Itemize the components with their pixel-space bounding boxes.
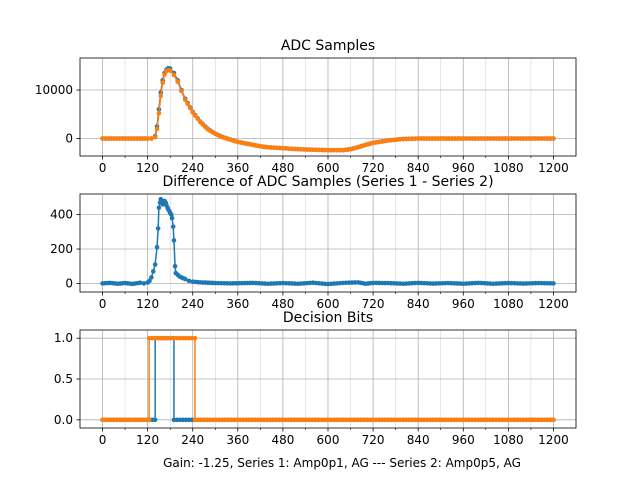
x-tick-label: 360: [226, 161, 249, 175]
chart-title: Difference of ADC Samples (Series 1 - Se…: [162, 174, 493, 190]
x-tick-label: 240: [181, 161, 204, 175]
x-tick-label: 360: [226, 297, 249, 311]
y-tick-label: 10000: [35, 83, 73, 97]
series-1-point: [171, 238, 177, 243]
x-tick-label: 840: [407, 297, 430, 311]
series-2-point: [185, 101, 191, 107]
y-tick-label: 0.5: [54, 372, 73, 386]
x-tick-label: 1200: [538, 297, 569, 311]
x-tick-label: 720: [362, 161, 385, 175]
series-2-point: [192, 113, 198, 118]
series-1-point: [150, 269, 156, 274]
y-tick-label: 1.0: [54, 331, 73, 345]
series-2-point: [175, 79, 180, 85]
series-1-point: [141, 281, 147, 286]
series-1-point: [152, 417, 158, 423]
y-tick-label: 0: [65, 132, 73, 146]
series-2-point: [156, 111, 162, 116]
series-1-point: [172, 263, 178, 269]
x-tick-label: 0: [99, 297, 107, 311]
x-tick-label: 360: [226, 433, 249, 447]
series-2-point: [152, 134, 158, 140]
x-tick-label: 480: [271, 161, 294, 175]
x-tick-label: 960: [452, 161, 475, 175]
series-2-point: [154, 126, 160, 132]
x-tick-label: 0: [99, 161, 107, 175]
figure-footer: Gain: -1.25, Series 1: Amp0p1, AG --- Se…: [163, 456, 521, 470]
x-tick-label: 840: [407, 161, 430, 175]
series-2-point: [195, 116, 201, 122]
chart-panel-1: 0 120 240 360 480 600 720 840 960 1080 1200 0 10000 A…: [35, 38, 577, 175]
x-tick-label: 600: [317, 161, 340, 175]
y-tick-label: 0.0: [54, 413, 73, 427]
chart-panel-3: 0 120 240 360 480 600 720 840 960 1080 1200 0.0 0.5 1…: [54, 310, 577, 447]
series-1-point: [155, 226, 161, 231]
series-1-point: [169, 212, 174, 217]
series-2-point: [179, 88, 184, 94]
series-2-point: [551, 417, 556, 423]
series-2-point: [171, 72, 177, 78]
series-2-point: [145, 136, 150, 141]
x-tick-label: 1080: [493, 433, 524, 447]
x-tick-label: 960: [452, 297, 475, 311]
series-1-point: [152, 262, 158, 267]
series-1-point: [156, 205, 162, 211]
series-2-point: [551, 136, 556, 141]
series-2-point: [187, 105, 193, 111]
y-tick-label: 400: [50, 208, 73, 222]
x-tick-label: 0: [99, 433, 107, 447]
x-tick-label: 480: [271, 297, 294, 311]
y-tick-label: 200: [50, 242, 73, 256]
series-2-point: [158, 93, 164, 99]
x-tick-label: 1080: [493, 297, 524, 311]
series-2-point: [149, 136, 154, 141]
series-1-point: [147, 278, 152, 284]
x-tick-label: 600: [317, 297, 340, 311]
y-tick-label: 0: [65, 276, 73, 290]
x-tick-label: 960: [452, 433, 475, 447]
x-tick-label: 480: [271, 433, 294, 447]
series-2-point: [146, 417, 152, 423]
x-tick-label: 120: [136, 433, 159, 447]
series-2-point: [160, 80, 165, 86]
series-2-point: [192, 335, 198, 341]
x-tick-label: 1080: [493, 161, 524, 175]
x-tick-label: 1200: [538, 433, 569, 447]
series-1-point: [154, 245, 160, 250]
series-1-point: [170, 224, 176, 229]
series-1-point: [149, 275, 154, 280]
chart-title: Decision Bits: [283, 310, 373, 326]
x-tick-label: 120: [136, 161, 159, 175]
x-tick-label: 120: [136, 297, 159, 311]
x-tick-label: 1200: [538, 161, 569, 175]
series-1-point: [182, 276, 188, 282]
x-tick-label: 240: [181, 297, 204, 311]
chart-panel-2: 0 120 240 360 480 600 720 840 960 1080 1200 0 200 400…: [50, 174, 577, 311]
series-2-point: [162, 72, 167, 77]
x-tick-label: 600: [317, 433, 340, 447]
x-tick-label: 720: [362, 433, 385, 447]
x-tick-label: 720: [362, 297, 385, 311]
series-2-point: [182, 97, 188, 103]
x-tick-label: 240: [181, 433, 204, 447]
chart-title: ADC Samples: [281, 38, 375, 54]
series-2-point: [190, 110, 196, 115]
series-1-point: [551, 281, 556, 286]
series-1-point: [169, 215, 175, 221]
x-tick-label: 840: [407, 433, 430, 447]
series-1-point: [137, 280, 143, 286]
series-2-point: [167, 68, 173, 73]
series-1-point: [186, 278, 192, 284]
